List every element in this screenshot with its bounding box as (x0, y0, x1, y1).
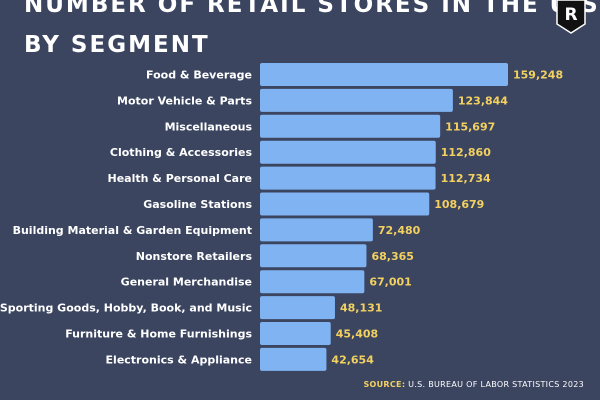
bar-11 (260, 347, 327, 371)
value-label-2: 115,697 (445, 120, 495, 133)
bar-8 (260, 270, 365, 294)
value-label-8: 67,001 (369, 276, 411, 289)
bar-4 (260, 166, 436, 190)
category-label-11: Electronics & Appliance (106, 353, 252, 366)
category-label-8: General Merchandise (121, 276, 252, 289)
bar-6 (260, 218, 373, 242)
bar-10 (260, 322, 331, 345)
category-label-5: Gasoline Stations (143, 198, 252, 211)
category-label-4: Health & Personal Care (108, 172, 253, 185)
value-label-10: 45,408 (336, 328, 378, 341)
value-label-7: 68,365 (371, 250, 413, 263)
category-label-1: Motor Vehicle & Parts (117, 94, 252, 107)
category-label-0: Food & Beverage (146, 69, 252, 82)
bar-2 (260, 114, 441, 138)
chart-title-line-1: NUMBER OF RETAIL STORES IN THE U.S. (24, 0, 600, 18)
value-label-6: 72,480 (378, 224, 421, 237)
value-label-0: 159,248 (513, 69, 563, 82)
value-label-5: 108,679 (434, 198, 484, 211)
value-label-1: 123,844 (458, 94, 508, 107)
source-text: U.S. BUREAU OF LABOR STATISTICS 2023 (408, 380, 584, 389)
category-label-6: Building Material & Garden Equipment (13, 224, 252, 237)
brand-logo: R (556, 0, 586, 34)
bar-0 (260, 63, 508, 86)
source-note: SOURCE: U.S. BUREAU OF LABOR STATISTICS … (363, 380, 584, 389)
bar-9 (260, 296, 335, 320)
category-label-10: Furniture & Home Furnishings (65, 328, 252, 341)
value-label-4: 112,734 (441, 172, 491, 185)
category-label-9: Sporting Goods, Hobby, Book, and Music (0, 302, 252, 315)
value-label-9: 48,131 (340, 302, 382, 315)
bar-5 (260, 192, 430, 216)
bar-7 (260, 244, 367, 268)
bar-1 (260, 88, 453, 112)
category-label-3: Clothing & Accessories (110, 146, 253, 159)
chart-title-line-2: BY SEGMENT (24, 32, 210, 58)
source-label: SOURCE: (363, 380, 406, 389)
value-label-11: 42,654 (331, 353, 374, 366)
category-label-7: Nonstore Retailers (136, 250, 253, 263)
bar-3 (260, 140, 436, 164)
logo-letter: R (564, 5, 577, 25)
category-label-2: Miscellaneous (165, 120, 253, 133)
value-label-3: 112,860 (441, 146, 491, 159)
